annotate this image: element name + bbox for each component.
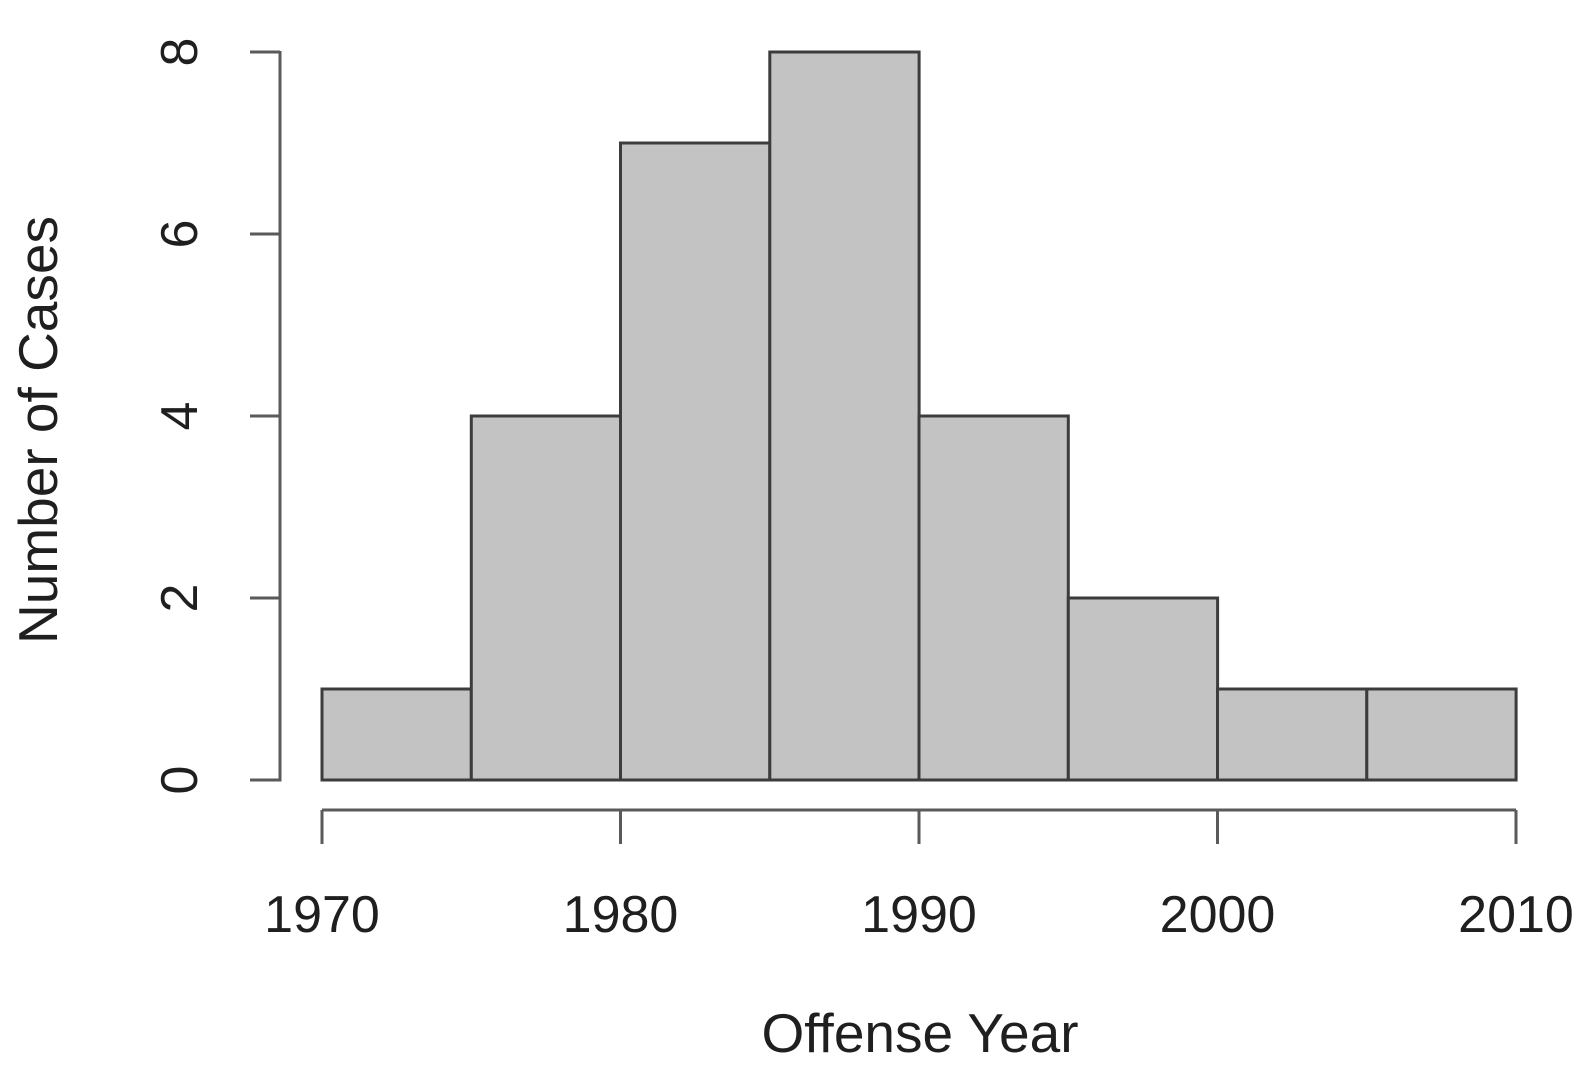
y-axis-title: Number of Cases bbox=[7, 216, 69, 644]
x-axis-title: Offense Year bbox=[761, 1002, 1078, 1064]
histogram-bar bbox=[768, 50, 921, 782]
x-tick-label: 1990 bbox=[861, 886, 977, 944]
axes-group bbox=[250, 50, 1518, 844]
histogram-bar bbox=[320, 687, 473, 782]
histogram-bar bbox=[1066, 596, 1220, 782]
x-tick-label: 1970 bbox=[264, 886, 380, 944]
y-tick-label: 8 bbox=[151, 38, 209, 67]
tick-labels-group: 0 2 4 6 8 1970 1980 1990 2000 2010 bbox=[151, 38, 1574, 944]
histogram-bar bbox=[917, 414, 1070, 782]
y-tick-label: 6 bbox=[151, 220, 209, 249]
bars-group bbox=[320, 50, 1518, 782]
histogram-bar bbox=[1365, 687, 1518, 782]
x-tick-label: 2010 bbox=[1458, 886, 1574, 944]
y-tick-label: 4 bbox=[151, 402, 209, 431]
histogram-bar bbox=[619, 141, 772, 782]
y-tick-label: 0 bbox=[151, 766, 209, 795]
x-tick-label: 2000 bbox=[1160, 886, 1276, 944]
y-tick-label: 2 bbox=[151, 584, 209, 613]
histogram-bar bbox=[469, 414, 623, 782]
x-tick-label: 1980 bbox=[563, 886, 679, 944]
histogram-bar bbox=[1216, 687, 1369, 782]
